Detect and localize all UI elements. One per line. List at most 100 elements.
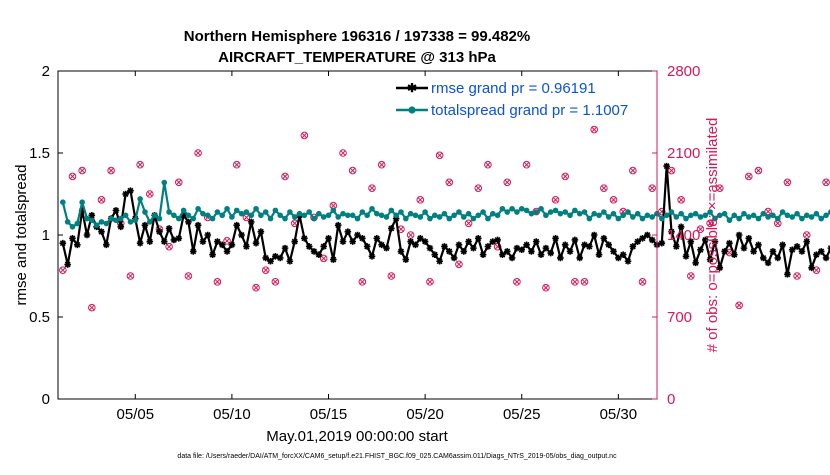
rmse-point — [218, 241, 226, 249]
rmse-point — [349, 238, 356, 245]
totalspread-point — [823, 212, 829, 219]
totalspread-point — [620, 212, 626, 219]
rmse-point — [634, 238, 641, 245]
obs-possible-point — [561, 172, 570, 181]
rmse-point — [673, 243, 680, 250]
totalspread-point — [296, 210, 303, 217]
totalspread-point — [103, 220, 110, 227]
obs-possible-point — [435, 151, 444, 160]
rmse-point — [243, 243, 250, 250]
totalspread-point — [639, 215, 646, 222]
obs-assimilated-point — [282, 173, 288, 180]
totalspread-point — [721, 210, 728, 217]
totalspread-point — [431, 212, 438, 219]
rmse-point — [576, 254, 584, 262]
totalspread-point — [441, 210, 448, 217]
obs-possible-point — [213, 278, 222, 286]
rmse-point — [788, 246, 796, 254]
x-axis-label: May.01,2019 00:00:00 start — [266, 428, 448, 445]
totalspread-point — [306, 209, 312, 215]
obs-assimilated-point — [475, 185, 481, 191]
totalspread-point — [552, 207, 559, 214]
totalspread-point — [557, 210, 564, 217]
obs-assimilated-point — [147, 191, 153, 197]
obs-possible-point — [667, 166, 676, 175]
totalspread-point — [349, 212, 356, 219]
obs-possible-point — [194, 149, 202, 157]
obs-assimilated-point — [688, 273, 694, 279]
obs-assimilated-point — [69, 173, 76, 180]
rmse-point — [407, 238, 414, 245]
totalspread-point — [475, 212, 482, 219]
y-left-tick-label: 1 — [42, 227, 50, 244]
rmse-point — [136, 239, 144, 247]
totalspread-point — [262, 209, 269, 215]
totalspread-point — [393, 212, 399, 219]
rmse-point — [552, 234, 559, 242]
rmse-point — [586, 243, 593, 250]
obs-possible-point — [455, 260, 463, 269]
x-tick-label: 05/20 — [406, 406, 444, 423]
totalspread-point — [813, 210, 820, 217]
rmse-point — [730, 251, 738, 258]
totalspread-point — [774, 215, 781, 222]
totalspread-point — [69, 224, 76, 230]
obs-assimilated-point — [485, 162, 491, 168]
totalspread-point — [132, 217, 139, 224]
obs-assimilated-point — [330, 203, 337, 209]
totalspread-point — [509, 205, 515, 212]
totalspread-point — [325, 212, 332, 219]
totalspread-point — [166, 209, 172, 215]
obs-assimilated-point — [195, 150, 201, 156]
obs-assimilated-point — [243, 214, 250, 221]
obs-possible-point — [377, 160, 386, 169]
rmse-point — [320, 243, 327, 250]
totalspread-point — [64, 219, 71, 225]
obs-assimilated-point — [581, 279, 588, 285]
rmse-point — [822, 254, 830, 262]
totalspread-point — [659, 215, 665, 222]
rmse-point — [518, 246, 526, 254]
y-left-tick-label: 1.5 — [29, 145, 50, 162]
rmse-point — [581, 241, 588, 249]
totalspread-point — [528, 210, 535, 217]
totalspread-point — [480, 209, 486, 215]
totalspread-point — [403, 215, 409, 222]
x-tick-label: 05/10 — [213, 406, 251, 423]
obs-possible-point — [754, 166, 763, 175]
rmse-point — [368, 253, 376, 260]
rmse-point — [755, 241, 762, 249]
rmse-point — [450, 254, 458, 262]
totalspread-point — [634, 210, 641, 217]
chart-title: Northern Hemisphere 196316 / 197338 = 99… — [184, 28, 530, 45]
footer-data-file: data file: /Users/raeder/DAI/ATM_forcXX/… — [177, 453, 617, 460]
totalspread-point — [702, 212, 709, 219]
rmse-point — [305, 243, 313, 250]
totalspread-point — [117, 215, 124, 222]
rmse-point — [798, 248, 806, 255]
totalspread-point — [630, 214, 636, 220]
totalspread-point — [523, 207, 530, 214]
rmse-point — [170, 236, 178, 244]
rmse-point — [286, 257, 294, 265]
obs-assimilated-point — [137, 162, 143, 168]
totalspread-point — [451, 212, 457, 219]
totalspread-point — [499, 205, 506, 212]
obs-assimilated-point — [214, 279, 221, 285]
totalspread-point — [364, 212, 370, 219]
rmse-point — [301, 234, 308, 242]
obs-possible-point — [822, 178, 830, 187]
axes: 0 0.5 1 1.5 2 0 700 1400 2100 2800 05/05 05/10 05/15… — [29, 63, 700, 423]
obs-assimilated-point — [784, 179, 791, 185]
totalspread-point — [224, 205, 230, 212]
rmse-point — [160, 238, 168, 245]
totalspread-point — [204, 212, 211, 219]
obs-assimilated-point — [562, 173, 568, 180]
obs-assimilated-point — [630, 167, 636, 174]
totalspread-point — [741, 210, 747, 217]
totalspread-point — [301, 212, 308, 219]
rmse-point — [503, 248, 511, 255]
obs-assimilated-point — [60, 267, 66, 273]
